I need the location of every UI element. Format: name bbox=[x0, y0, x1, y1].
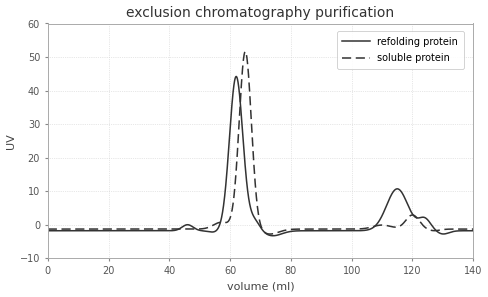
Line: refolding protein: refolding protein bbox=[48, 76, 473, 236]
soluble protein bbox=[119, 227, 124, 231]
refolding protein bbox=[93, 229, 99, 233]
refolding protein bbox=[119, 229, 124, 233]
refolding protein bbox=[208, 230, 214, 234]
Title: exclusion chromatography purification: exclusion chromatography purification bbox=[126, 6, 395, 20]
soluble protein bbox=[243, 50, 248, 53]
soluble protein bbox=[416, 219, 422, 223]
refolding protein bbox=[226, 138, 232, 141]
Line: soluble protein: soluble protein bbox=[48, 51, 473, 234]
soluble protein bbox=[267, 232, 273, 236]
Y-axis label: UV: UV bbox=[5, 133, 16, 149]
soluble protein bbox=[462, 227, 468, 231]
soluble protein bbox=[470, 227, 476, 231]
soluble protein bbox=[93, 227, 99, 231]
Legend: refolding protein, soluble protein: refolding protein, soluble protein bbox=[337, 31, 464, 69]
soluble protein bbox=[45, 227, 51, 231]
refolding protein bbox=[470, 229, 476, 233]
refolding protein bbox=[233, 75, 239, 78]
refolding protein bbox=[416, 216, 422, 219]
X-axis label: volume (ml): volume (ml) bbox=[227, 282, 294, 291]
refolding protein bbox=[45, 229, 51, 233]
soluble protein bbox=[226, 218, 232, 222]
refolding protein bbox=[270, 234, 276, 238]
refolding protein bbox=[462, 229, 468, 233]
soluble protein bbox=[208, 225, 214, 228]
